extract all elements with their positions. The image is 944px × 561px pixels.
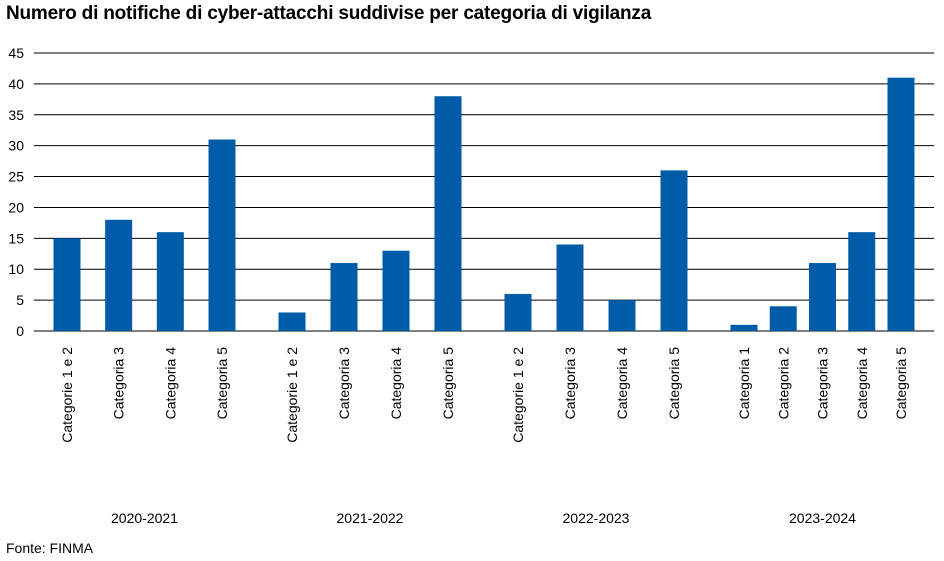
bar xyxy=(208,139,236,331)
x-tick-label: Categoria 5 xyxy=(893,347,909,420)
bar xyxy=(887,77,915,331)
bar xyxy=(660,170,688,331)
x-tick-label: Categoria 4 xyxy=(854,347,870,420)
y-tick-label: 30 xyxy=(8,138,24,154)
x-tick-label: Categoria 5 xyxy=(666,347,682,420)
group-label: 2023-2024 xyxy=(789,510,856,526)
bar xyxy=(382,250,410,331)
bar xyxy=(809,263,836,331)
y-tick-label: 45 xyxy=(8,45,24,61)
bar xyxy=(848,232,876,331)
x-axis-labels: Categorie 1 e 2 Categoria 3 Categoria 4 Cat… xyxy=(59,347,909,443)
source-note: Fonte: FINMA xyxy=(6,540,94,556)
bars xyxy=(53,77,915,331)
y-tick-label: 5 xyxy=(16,292,24,308)
x-tick-label: Categoria 3 xyxy=(111,347,127,420)
x-tick-label: Categoria 5 xyxy=(440,347,456,420)
bar xyxy=(434,96,462,331)
bar xyxy=(504,293,532,331)
bar xyxy=(278,312,306,331)
y-tick-label: 10 xyxy=(8,261,24,277)
bar xyxy=(730,324,758,331)
bar xyxy=(156,232,184,331)
group-label: 2022-2023 xyxy=(563,510,630,526)
group-labels: 2020-2021 2021-2022 2022-2023 2023-2024 xyxy=(111,510,856,526)
bar xyxy=(608,300,636,331)
x-tick-label: Categoria 3 xyxy=(562,347,578,420)
y-tick-label: 40 xyxy=(8,76,24,92)
bar xyxy=(53,238,81,331)
y-tick-label: 20 xyxy=(8,199,24,215)
y-tick-label: 25 xyxy=(8,169,24,185)
x-tick-label: Categoria 5 xyxy=(214,347,230,420)
bar xyxy=(105,219,133,331)
y-tick-label: 15 xyxy=(8,230,24,246)
x-tick-label: Categorie 1 e 2 xyxy=(510,347,526,443)
group-label: 2021-2022 xyxy=(337,510,404,526)
chart-title: Numero di notifiche di cyber-attacchi su… xyxy=(6,3,652,24)
y-tick-label: 0 xyxy=(16,323,24,339)
x-tick-label: Categoria 1 xyxy=(736,347,752,420)
bar xyxy=(556,244,584,331)
group-label: 2020-2021 xyxy=(111,510,178,526)
bar xyxy=(330,263,358,331)
x-tick-label: Categoria 3 xyxy=(336,347,352,420)
x-tick-label: Categoria 3 xyxy=(815,347,831,420)
x-tick-label: Categoria 4 xyxy=(614,347,630,420)
x-tick-label: Categorie 1 e 2 xyxy=(59,347,75,443)
x-tick-label: Categoria 4 xyxy=(162,347,178,420)
gridlines xyxy=(34,52,934,332)
y-tick-label: 35 xyxy=(8,107,24,123)
x-tick-label: Categoria 2 xyxy=(775,347,791,420)
x-tick-label: Categorie 1 e 2 xyxy=(284,347,300,443)
y-axis-ticks: 0 5 10 15 20 25 30 35 40 45 xyxy=(8,45,24,339)
x-tick-label: Categoria 4 xyxy=(388,347,404,420)
bar xyxy=(769,306,797,331)
